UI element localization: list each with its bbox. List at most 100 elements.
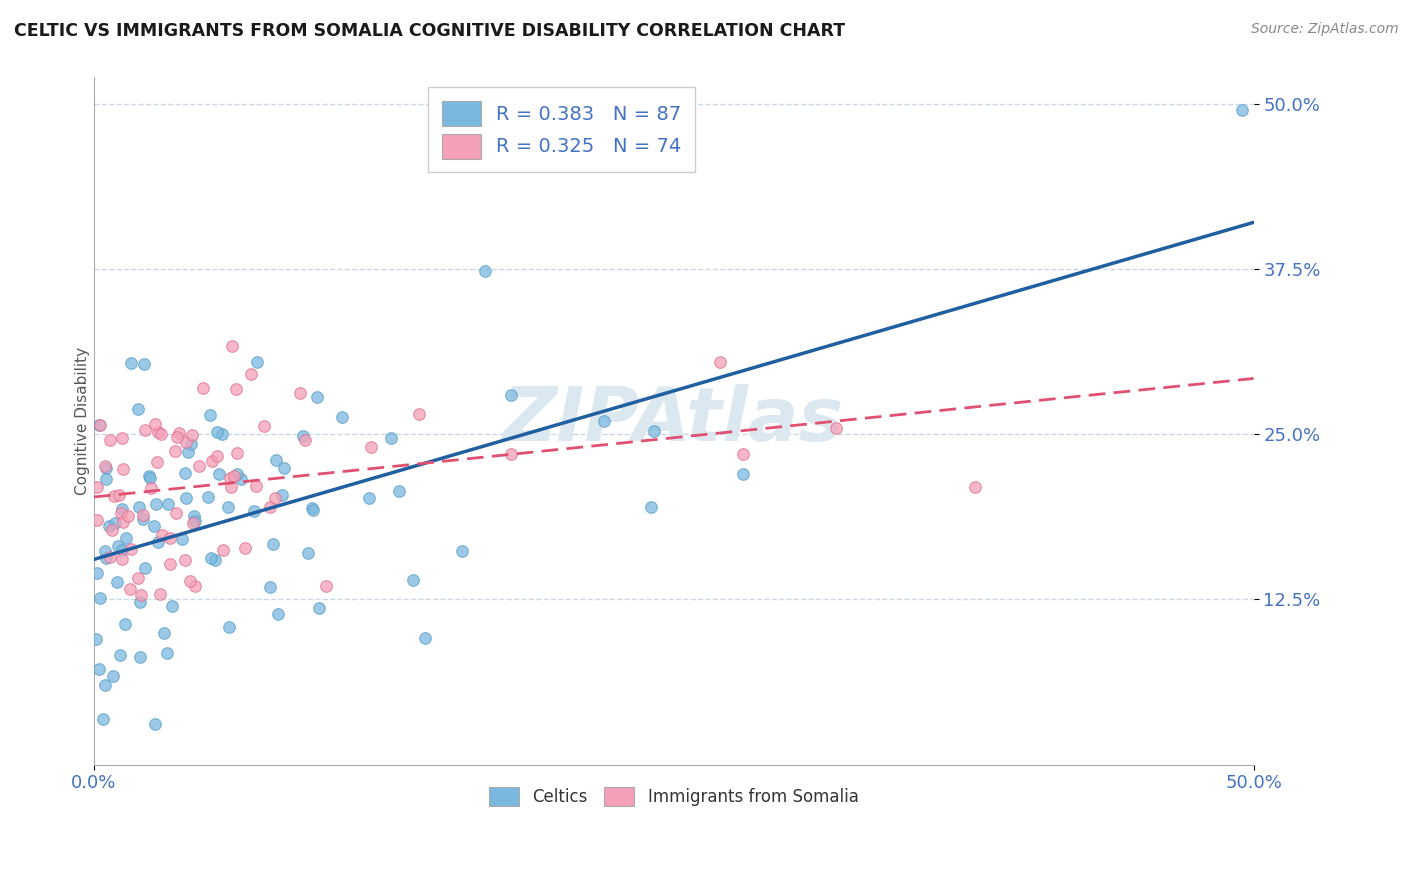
Point	[200, 551, 222, 566]
Point	[110, 552, 132, 566]
Point	[165, 506, 187, 520]
Point	[294, 433, 316, 447]
Point	[197, 490, 219, 504]
Text: CELTIC VS IMMIGRANTS FROM SOMALIA COGNITIVE DISABILITY CORRELATION CHART: CELTIC VS IMMIGRANTS FROM SOMALIA COGNIT…	[14, 22, 845, 40]
Point	[117, 509, 139, 524]
Point	[138, 469, 160, 483]
Point	[143, 417, 166, 432]
Point	[114, 616, 136, 631]
Point	[89, 591, 111, 606]
Point	[179, 574, 201, 589]
Point	[218, 620, 240, 634]
Point	[132, 512, 155, 526]
Point	[297, 546, 319, 560]
Point	[170, 533, 193, 547]
Point	[360, 440, 382, 454]
Point	[98, 519, 121, 533]
Point	[264, 452, 287, 467]
Point	[643, 424, 665, 438]
Point	[308, 600, 330, 615]
Point	[134, 357, 156, 371]
Point	[146, 455, 169, 469]
Point	[176, 435, 198, 450]
Point	[155, 646, 177, 660]
Point	[288, 386, 311, 401]
Point	[159, 557, 181, 571]
Point	[259, 500, 281, 514]
Point	[94, 458, 117, 473]
Point	[108, 488, 131, 502]
Point	[267, 607, 290, 622]
Point	[93, 678, 115, 692]
Point	[184, 515, 207, 529]
Point	[120, 356, 142, 370]
Point	[129, 595, 152, 609]
Point	[86, 513, 108, 527]
Point	[205, 425, 228, 439]
Point	[259, 581, 281, 595]
Point	[174, 466, 197, 480]
Point	[111, 515, 134, 529]
Point	[143, 716, 166, 731]
Point	[84, 632, 107, 646]
Point	[89, 418, 111, 433]
Point	[157, 497, 180, 511]
Point	[733, 447, 755, 461]
Point	[174, 491, 197, 505]
Point	[174, 553, 197, 567]
Point	[204, 553, 226, 567]
Point	[127, 570, 149, 584]
Point	[451, 544, 474, 558]
Point	[101, 523, 124, 537]
Point	[87, 662, 110, 676]
Point	[167, 425, 190, 440]
Point	[205, 449, 228, 463]
Point	[94, 461, 117, 475]
Point	[107, 539, 129, 553]
Point	[129, 589, 152, 603]
Point	[825, 420, 848, 434]
Y-axis label: Cognitive Disability: Cognitive Disability	[76, 347, 90, 495]
Point	[226, 467, 249, 482]
Point	[103, 669, 125, 683]
Point	[219, 480, 242, 494]
Point	[388, 484, 411, 499]
Point	[307, 390, 329, 404]
Point	[245, 478, 267, 492]
Point	[501, 387, 523, 401]
Point	[141, 481, 163, 495]
Point	[301, 501, 323, 516]
Point	[221, 339, 243, 353]
Point	[112, 462, 135, 476]
Point	[108, 648, 131, 663]
Point	[104, 516, 127, 530]
Point	[111, 431, 134, 445]
Point	[357, 491, 380, 506]
Point	[87, 418, 110, 433]
Point	[146, 535, 169, 549]
Point	[330, 409, 353, 424]
Point	[188, 459, 211, 474]
Point	[98, 433, 121, 447]
Point	[131, 508, 153, 522]
Point	[219, 470, 242, 484]
Point	[239, 367, 262, 381]
Point	[149, 427, 172, 442]
Point	[263, 491, 285, 505]
Point	[291, 429, 314, 443]
Point	[501, 447, 523, 461]
Point	[91, 712, 114, 726]
Point	[271, 487, 294, 501]
Point	[408, 408, 430, 422]
Point	[110, 506, 132, 520]
Point	[593, 414, 616, 428]
Point	[184, 579, 207, 593]
Point	[965, 480, 987, 494]
Point	[200, 454, 222, 468]
Point	[128, 500, 150, 514]
Point	[183, 509, 205, 524]
Point	[208, 467, 231, 481]
Point	[253, 418, 276, 433]
Point	[111, 502, 134, 516]
Point	[1230, 103, 1253, 118]
